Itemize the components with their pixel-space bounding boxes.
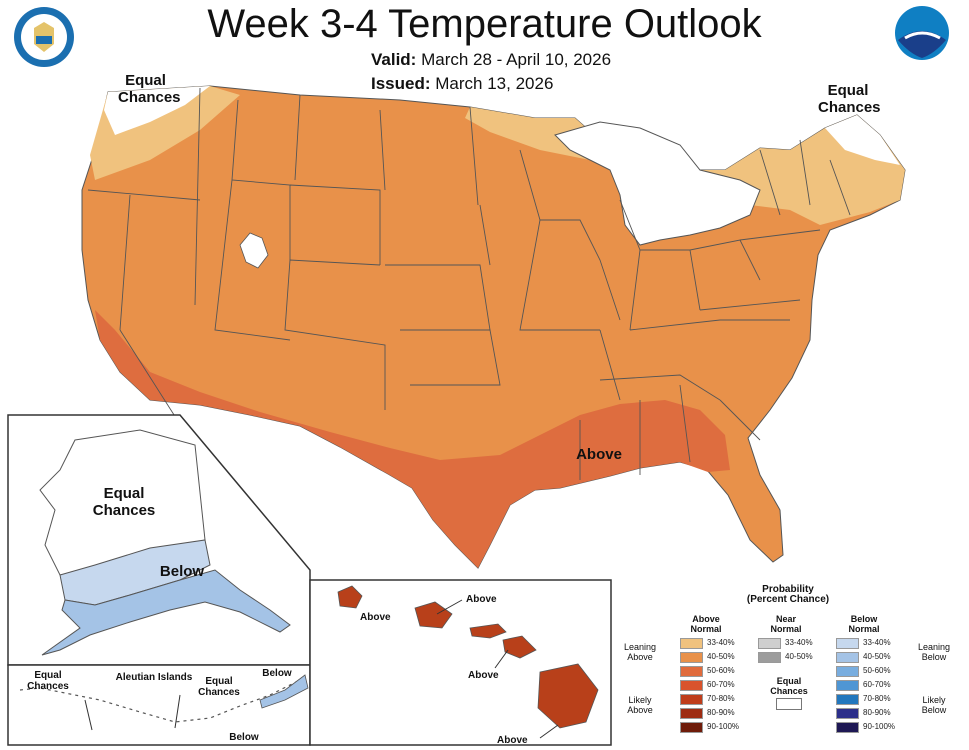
valid-value: March 28 - April 10, 2026 [421,50,612,69]
legend-below-range-label: 70-80% [863,694,891,703]
conus-nw-equal-chances-region [104,86,210,135]
page-title: Week 3-4 Temperature Outlook [207,2,762,46]
legend-leaning-below: Leaning Below [917,642,951,662]
alaska-inset [7,414,311,666]
legend-title-line1: Probability [762,584,814,595]
legend-above-swatch [680,666,703,677]
conus-ne-equal-chances-region [825,115,900,165]
big-island [537,663,599,729]
legend-above-range-label: 40-50% [707,652,735,661]
legend-above-header: Above Normal [690,614,722,634]
valid-label: Valid: [371,50,417,69]
aleutian-below-region [259,674,309,709]
legend-below-range-label: 90-100% [863,722,896,731]
state-borders [87,87,851,480]
legend-near-swatch [758,638,781,649]
commerce-seal-logo [14,7,74,67]
aleutian-equal-chances-left-label: Equal Chances [27,670,69,692]
legend-above-swatch [680,652,703,663]
legend-near-swatch [758,652,781,663]
issued-value: March 13, 2026 [435,74,554,93]
aleutian-below-bottom-label: Below [229,732,259,743]
legend-title: Probability (Percent Chance) [713,585,863,605]
noaa-logo [895,6,949,60]
legend-above-swatch [680,708,703,719]
legend-below-swatch [836,722,859,733]
maui-molokai-islands [469,623,537,659]
legend-below-swatch [836,638,859,649]
legend-likely-below: Likely Below [921,695,947,715]
legend-below-range-label: 80-90% [863,708,891,717]
legend-below-range-label: 33-40% [863,638,891,647]
conus-ne-equal-chances-label: Equal Chances [818,82,881,116]
legend-above-range-label: 80-90% [707,708,735,717]
conus-nw-equal-chances-label: Equal Chances [118,72,181,106]
aleutian-below-right-label: Below [262,668,292,679]
legend: Probability (Percent Chance) Above Norma… [618,580,968,750]
oahu-island [414,601,453,629]
legend-equal-chances-swatch [776,698,802,710]
conus-south-above-50-60-band [95,310,730,568]
legend-near-header: Near Normal [770,614,802,634]
legend-above-range-label: 50-60% [707,666,735,675]
hawaii-above-label-1: Above [360,612,391,623]
conus-above-label: Above [576,446,622,463]
valid-dates: Valid: March 28 - April 10, 2026 [371,50,611,70]
legend-above-range-label: 90-100% [707,722,740,731]
kauai-island [337,585,363,609]
legend-near-range-label: 40-50% [785,652,813,661]
conus-map [81,85,906,569]
aleutian-equal-chances-mid-label: Equal Chances [198,676,240,698]
legend-below-range-label: 60-70% [863,680,891,689]
legend-above-swatch [680,694,703,705]
aleutian-inset [7,664,311,746]
aleutian-islands-label: Aleutian Islands [115,672,193,683]
legend-above-swatch [680,638,703,649]
issued-date: Issued: March 13, 2026 [371,74,553,94]
legend-above-range-label: 60-70% [707,680,735,689]
legend-likely-above: Likely Above [627,695,653,715]
legend-below-range-label: 50-60% [863,666,891,675]
legend-below-swatch [836,708,859,719]
utah-equal-chances-spot [239,232,269,269]
legend-near-range-label: 33-40% [785,638,813,647]
legend-leaning-above: Leaning Above [623,642,657,662]
legend-title-line2: (Percent Chance) [746,594,830,605]
legend-below-swatch [836,666,859,677]
alaska-below-label: Below [159,563,205,580]
legend-above-range-label: 33-40% [707,638,735,647]
legend-below-swatch [836,694,859,705]
hawaii-inset [309,579,612,746]
issued-label: Issued: [371,74,431,93]
legend-below-swatch [836,680,859,691]
great-lakes-equal-chances-region [554,121,761,246]
legend-above-swatch [680,722,703,733]
legend-below-range-label: 40-50% [863,652,891,661]
hawaii-above-label-2: Above [466,594,497,605]
hawaii-above-label-3: Above [468,670,499,681]
legend-below-header: Below Normal [848,614,880,634]
legend-above-range-label: 70-80% [707,694,735,703]
alaska-equal-chances-label: Equal Chances [92,485,156,519]
legend-equal-chances: Equal Chances [770,676,808,696]
alaska-below-40-50-band [41,569,291,656]
hawaii-above-label-4: Above [497,735,528,746]
legend-above-swatch [680,680,703,691]
legend-below-swatch [836,652,859,663]
